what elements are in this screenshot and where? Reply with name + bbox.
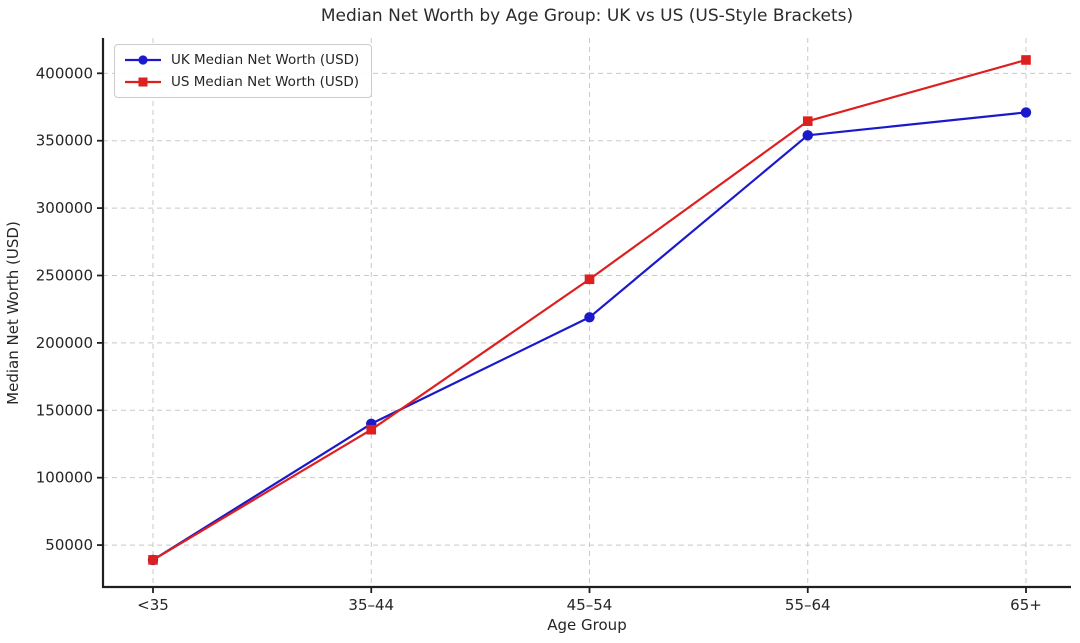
y-axis-label: Median Net Worth (USD) [4, 221, 22, 405]
series-marker-0 [802, 130, 813, 141]
legend-label-us: US Median Net Worth (USD) [171, 74, 360, 90]
legend-item-uk: UK Median Net Worth (USD) [124, 52, 359, 68]
legend-item-us: US Median Net Worth (USD) [124, 74, 359, 90]
chart-title: Median Net Worth by Age Group: UK vs US … [320, 6, 854, 26]
series-marker-0 [584, 312, 595, 323]
series-marker-1 [366, 424, 377, 435]
y-tick-label: 200000 [36, 334, 93, 352]
series-marker-1 [584, 274, 595, 285]
y-tick-label: 50000 [45, 536, 93, 554]
series-marker-1 [1021, 55, 1031, 65]
legend: UK Median Net Worth (USD) US Median Net … [114, 44, 373, 98]
legend-label-uk: UK Median Net Worth (USD) [171, 52, 360, 68]
y-tick-label: 250000 [36, 267, 93, 285]
y-tick-label: 350000 [36, 132, 93, 150]
x-axis-label: Age Group [547, 616, 627, 634]
y-tick-label: 150000 [36, 401, 93, 419]
series-marker-1 [148, 555, 158, 565]
series-marker-1 [802, 116, 813, 126]
series-marker-0 [1020, 107, 1032, 118]
y-tick-label: 100000 [36, 469, 93, 487]
x-tick-label: 55–64 [785, 596, 831, 614]
y-tick-label: 400000 [36, 64, 93, 82]
legend-sample-us-line-square-icon [125, 77, 161, 87]
y-tick-label: 300000 [36, 199, 93, 217]
x-tick-label: 65+ [1010, 596, 1042, 614]
x-tick-label: 35–44 [348, 596, 394, 614]
x-tick-label: 45–54 [567, 596, 613, 614]
legend-sample-uk-line-circle-icon [125, 55, 161, 65]
x-tick-label: <35 [137, 596, 169, 614]
